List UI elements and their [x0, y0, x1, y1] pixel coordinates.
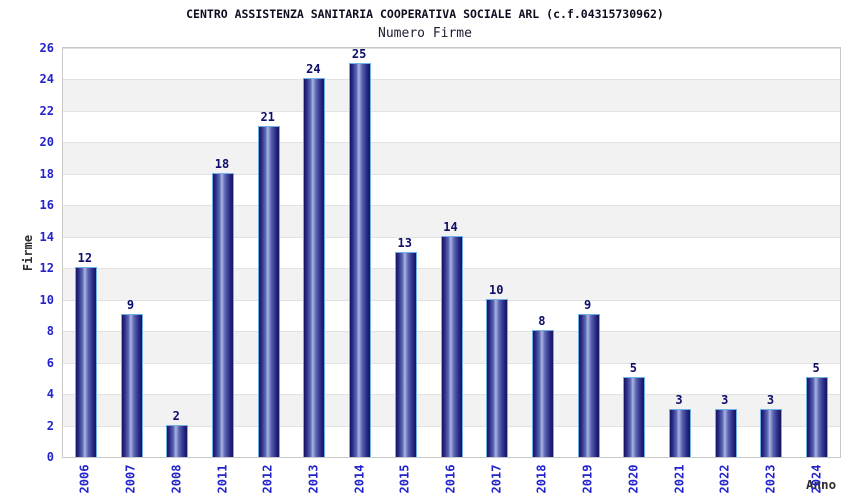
bar-2012	[257, 125, 280, 457]
bar-2016	[440, 235, 463, 457]
x-tick-label: 2016	[443, 464, 458, 494]
grid-band	[63, 110, 840, 143]
x-tick-label: 2017	[489, 464, 504, 494]
bar-value-label: 8	[538, 314, 546, 329]
y-tick-label: 22	[39, 103, 54, 118]
bar-2021	[669, 408, 692, 457]
bar-2023	[760, 408, 783, 457]
bar-2022	[714, 408, 737, 457]
bar-2011	[211, 172, 234, 457]
x-tick-label: 2014	[352, 464, 367, 494]
bar-value-label: 3	[721, 392, 729, 407]
y-tick-label: 6	[46, 355, 54, 370]
x-tick-label: 2021	[672, 464, 687, 494]
x-tick-label: 2020	[626, 464, 641, 494]
y-tick-label: 12	[39, 261, 54, 276]
bar-value-label: 9	[126, 298, 135, 313]
x-tick-label: 2023	[763, 464, 778, 494]
chart-title: CENTRO ASSISTENZA SANITARIA COOPERATIVA …	[186, 7, 664, 21]
bar-2007	[120, 314, 143, 457]
y-tick-label: 20	[39, 135, 54, 150]
grid-band	[63, 142, 840, 174]
bar-value-label: 14	[443, 219, 458, 234]
x-tick-label: 2006	[77, 464, 92, 494]
y-tick-label: 26	[39, 41, 54, 55]
bar-2015	[394, 251, 417, 457]
bar-2008	[166, 424, 189, 457]
bar-value-label: 21	[260, 109, 275, 124]
grid-band	[63, 205, 840, 237]
bar-2024	[806, 377, 829, 457]
x-tick-label: 2007	[123, 464, 138, 494]
bar-2020	[623, 377, 646, 457]
y-tick-label: 10	[39, 292, 54, 307]
bar-2014	[349, 62, 372, 457]
x-tick-label: 2015	[397, 464, 412, 494]
y-tick-label: 0	[46, 450, 54, 464]
bar-value-label: 5	[812, 361, 820, 376]
bar-2017	[486, 298, 509, 457]
y-tick-label: 8	[46, 324, 54, 339]
y-tick-label: 4	[46, 387, 54, 402]
y-tick-label: 18	[39, 166, 54, 181]
bar-value-label: 3	[675, 392, 683, 407]
bar-value-label: 5	[629, 361, 637, 376]
x-tick-label: 2012	[260, 464, 275, 494]
bar-value-label: 25	[351, 46, 367, 61]
bar-2006	[74, 267, 97, 457]
x-axis-title: Anno	[806, 477, 837, 492]
bar-value-label: 3	[766, 392, 775, 407]
y-tick-label: 14	[39, 229, 54, 244]
x-tick-label: 2011	[214, 464, 229, 494]
x-tick-label: 2008	[169, 464, 184, 494]
bar-value-label: 24	[306, 62, 321, 77]
x-tick-label: 2018	[534, 464, 549, 494]
chart-subtitle: Numero Firme	[378, 26, 472, 41]
x-tick-label: 2013	[306, 464, 321, 494]
y-tick-label: 2	[46, 418, 54, 433]
bar-value-label: 12	[77, 251, 93, 266]
bar-value-label: 13	[397, 235, 412, 250]
y-tick-label: 16	[39, 198, 54, 213]
bar-2019	[577, 314, 600, 457]
bar-2013	[303, 78, 326, 457]
x-tick-label: 2022	[717, 464, 732, 494]
grid-band	[63, 173, 840, 206]
bar-value-label: 10	[488, 282, 504, 297]
plot-area	[62, 47, 841, 458]
y-tick-label: 24	[39, 72, 54, 87]
grid-band	[63, 48, 840, 80]
grid-band	[63, 79, 840, 111]
bar-value-label: 18	[214, 156, 230, 171]
x-tick-label: 2024	[809, 464, 824, 494]
bar-value-label: 9	[583, 298, 592, 313]
x-tick-label: 2019	[580, 464, 595, 494]
bar-2018	[531, 330, 554, 457]
bar-value-label: 2	[172, 408, 180, 423]
